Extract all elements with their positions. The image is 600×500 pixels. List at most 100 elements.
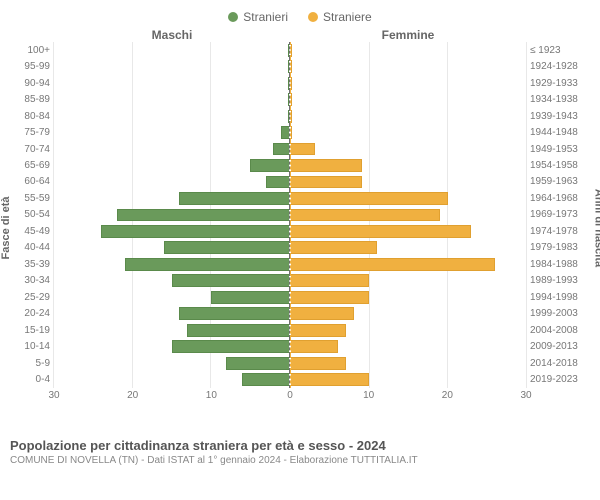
- age-row: 100+ ≤ 1923: [10, 42, 590, 58]
- bar-male: [288, 93, 289, 106]
- plot-area: 100+ ≤ 1923 95-99 1924-1928 90-94 1929-1933 85…: [10, 42, 590, 388]
- bar-female: [291, 143, 315, 156]
- birth-year-label: 2014-2018: [526, 358, 590, 369]
- age-row: 95-99 1924-1928: [10, 58, 590, 74]
- age-row: 90-94 1929-1933: [10, 75, 590, 91]
- age-label: 50-54: [10, 209, 54, 220]
- birth-year-label: 1994-1998: [526, 292, 590, 303]
- legend-label-male: Stranieri: [243, 10, 288, 24]
- birth-year-label: ≤ 1923: [526, 45, 590, 56]
- age-label: 15-19: [10, 325, 54, 336]
- birth-year-label: 1959-1963: [526, 176, 590, 187]
- age-label: 90-94: [10, 78, 54, 89]
- age-row: 40-44 1979-1983: [10, 240, 590, 256]
- population-pyramid-chart: Maschi Femmine Fasce di età Anni di nasc…: [10, 28, 590, 428]
- birth-year-label: 1984-1988: [526, 259, 590, 270]
- bar-male: [172, 340, 290, 353]
- age-row: 70-741949-1953: [10, 141, 590, 157]
- age-label: 55-59: [10, 193, 54, 204]
- age-row: 25-291994-1998: [10, 289, 590, 305]
- bar-female: [291, 258, 495, 271]
- birth-year-label: 2009-2013: [526, 341, 590, 352]
- bar-female: [291, 159, 362, 172]
- age-label: 95-99: [10, 61, 54, 72]
- age-label: 10-14: [10, 341, 54, 352]
- bar-female: [291, 93, 292, 106]
- bar-male: [164, 241, 289, 254]
- age-label: 70-74: [10, 144, 54, 155]
- age-row: 80-84 1939-1943: [10, 108, 590, 124]
- birth-year-label: 1924-1928: [526, 61, 590, 72]
- bar-female: [291, 357, 346, 370]
- age-row: 20-241999-2003: [10, 306, 590, 322]
- bar-female: [291, 340, 338, 353]
- age-label: 65-69: [10, 160, 54, 171]
- age-label: 45-49: [10, 226, 54, 237]
- legend-label-female: Straniere: [323, 10, 372, 24]
- bar-female: [291, 176, 362, 189]
- age-row: 5-9 2014-2018: [10, 355, 590, 371]
- bar-female: [291, 274, 369, 287]
- age-row: 10-14 2009-2013: [10, 338, 590, 354]
- age-label: 0-4: [10, 374, 54, 385]
- legend-swatch-male: [228, 12, 238, 22]
- birth-year-label: 1969-1973: [526, 209, 590, 220]
- bar-male: [179, 192, 289, 205]
- x-tick: 30: [520, 390, 531, 401]
- age-label: 5-9: [10, 358, 54, 369]
- bar-male: [250, 159, 289, 172]
- age-row: 85-891934-1938: [10, 91, 590, 107]
- birth-year-label: 1954-1958: [526, 160, 590, 171]
- bar-male: [172, 274, 290, 287]
- age-row: 15-192004-2008: [10, 322, 590, 338]
- chart-title: Popolazione per cittadinanza straniera p…: [10, 438, 590, 453]
- x-tick: 10: [206, 390, 217, 401]
- header-male: Maschi: [54, 28, 290, 42]
- birth-year-label: 1944-1948: [526, 127, 590, 138]
- x-tick: 30: [48, 390, 59, 401]
- bar-female: [291, 241, 377, 254]
- bar-male: [211, 291, 289, 304]
- x-axis: 0102030 102030: [10, 390, 590, 404]
- bar-male: [266, 176, 290, 189]
- x-tick: 10: [363, 390, 374, 401]
- age-row: 45-491974-1978: [10, 223, 590, 239]
- bar-female: [291, 192, 448, 205]
- birth-year-label: 1939-1943: [526, 111, 590, 122]
- birth-year-label: 1964-1968: [526, 193, 590, 204]
- bar-female: [291, 209, 440, 222]
- age-label: 80-84: [10, 111, 54, 122]
- age-row: 75-79 1944-1948: [10, 124, 590, 140]
- age-label: 75-79: [10, 127, 54, 138]
- bar-male: [288, 44, 289, 57]
- legend-swatch-female: [308, 12, 318, 22]
- birth-year-label: 1929-1933: [526, 78, 590, 89]
- legend-item-male: Stranieri: [228, 10, 288, 24]
- age-label: 20-24: [10, 308, 54, 319]
- age-label: 100+: [10, 45, 54, 56]
- bar-male: [288, 60, 289, 73]
- bar-female: [291, 373, 369, 386]
- bar-male: [242, 373, 289, 386]
- birth-year-label: 1979-1983: [526, 242, 590, 253]
- age-row: 65-69 1954-1958: [10, 157, 590, 173]
- bar-male: [288, 77, 289, 90]
- legend: Stranieri Straniere: [10, 10, 590, 24]
- x-tick: 20: [127, 390, 138, 401]
- bar-male: [226, 357, 289, 370]
- age-row: 50-54 1969-1973: [10, 207, 590, 223]
- chart-subtitle: COMUNE DI NOVELLA (TN) - Dati ISTAT al 1…: [10, 455, 590, 466]
- age-row: 60-641959-1963: [10, 174, 590, 190]
- bar-female: [291, 307, 354, 320]
- age-row: 30-341989-1993: [10, 273, 590, 289]
- birth-year-label: 1989-1993: [526, 275, 590, 286]
- age-label: 40-44: [10, 242, 54, 253]
- bar-female: [291, 44, 292, 57]
- age-label: 35-39: [10, 259, 54, 270]
- bar-female: [291, 225, 471, 238]
- bar-female: [291, 126, 292, 139]
- y-axis-title-right: Anni di nascita: [592, 189, 600, 267]
- age-row: 55-59 1964-1968: [10, 190, 590, 206]
- birth-year-label: 2019-2023: [526, 374, 590, 385]
- bar-male: [117, 209, 289, 222]
